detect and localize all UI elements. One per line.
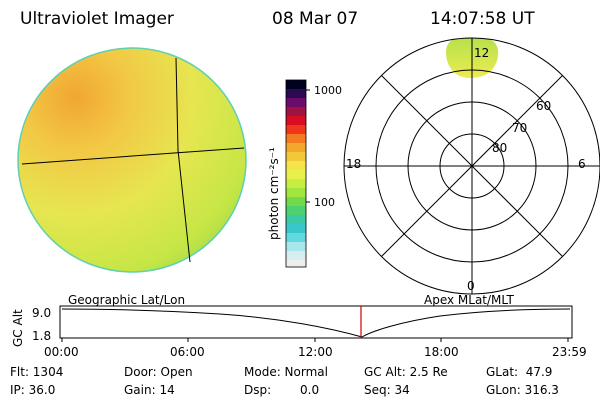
- app-title: Ultraviolet Imager: [20, 9, 174, 29]
- uv-earth-image[interactable]: [17, 47, 247, 273]
- colorbar-tick-100: 100: [314, 196, 335, 209]
- orbit-tick-0600: 06:00: [170, 345, 205, 359]
- info-dsp-value: 0.0: [300, 383, 319, 397]
- polar-mlt-label-0: 0: [467, 279, 475, 293]
- polar-mlt-label-18: 18: [346, 157, 361, 171]
- orbit-plot[interactable]: [59, 305, 573, 342]
- orbit-axis-label: GC Alt: [11, 309, 25, 347]
- info-gc-alt: GC Alt: 2.5 Re: [364, 365, 448, 379]
- orbit-tick-1200: 12:00: [298, 345, 333, 359]
- altitude-curve: [61, 308, 571, 338]
- header-date: 08 Mar 07: [272, 9, 358, 29]
- polar-ring-label-80: 80: [492, 141, 507, 155]
- colorbar-tick-1000: 1000: [314, 84, 342, 97]
- orbit-tick-2359: 23:59: [552, 345, 587, 359]
- orbit-tick-0000: 00:00: [44, 345, 79, 359]
- orbit-y-top: 9.0: [32, 306, 51, 320]
- polar-ring-label-60: 60: [536, 99, 551, 113]
- orbit-left-caption: Geographic Lat/Lon: [68, 293, 185, 307]
- info-mode: Mode: Normal: [244, 365, 328, 379]
- info-ip: IP: 36.0: [10, 383, 55, 397]
- info-door: Door: Open: [124, 365, 193, 379]
- earth-disk-limb: [17, 47, 247, 273]
- orbit-right-caption: Apex MLat/MLT: [424, 293, 514, 307]
- info-dsp-label: Dsp:: [244, 383, 271, 397]
- polar-mlt-label-6: 6: [578, 157, 586, 171]
- earth-disk: [18, 48, 246, 272]
- colorbar-unit-label: photon cm⁻²s⁻¹: [267, 147, 281, 240]
- header-time: 14:07:58 UT: [430, 9, 535, 29]
- info-gain: Gain: 14: [124, 383, 175, 397]
- info-glat: GLat: 47.9: [486, 365, 552, 379]
- latitude-line: [21, 147, 245, 165]
- info-flight: Flt: 1304: [10, 365, 63, 379]
- info-glon: GLon: 316.3: [486, 383, 559, 397]
- polar-plot[interactable]: [343, 36, 600, 295]
- info-seq: Seq: 34: [364, 383, 410, 397]
- orbit-y-bottom: 1.8: [32, 329, 51, 343]
- orbit-tick-1800: 18:00: [424, 345, 459, 359]
- polar-mlt-label-12: 12: [474, 46, 489, 60]
- colorbar: [285, 79, 310, 268]
- longitude-line: [175, 57, 191, 263]
- polar-ring-label-70: 70: [512, 121, 527, 135]
